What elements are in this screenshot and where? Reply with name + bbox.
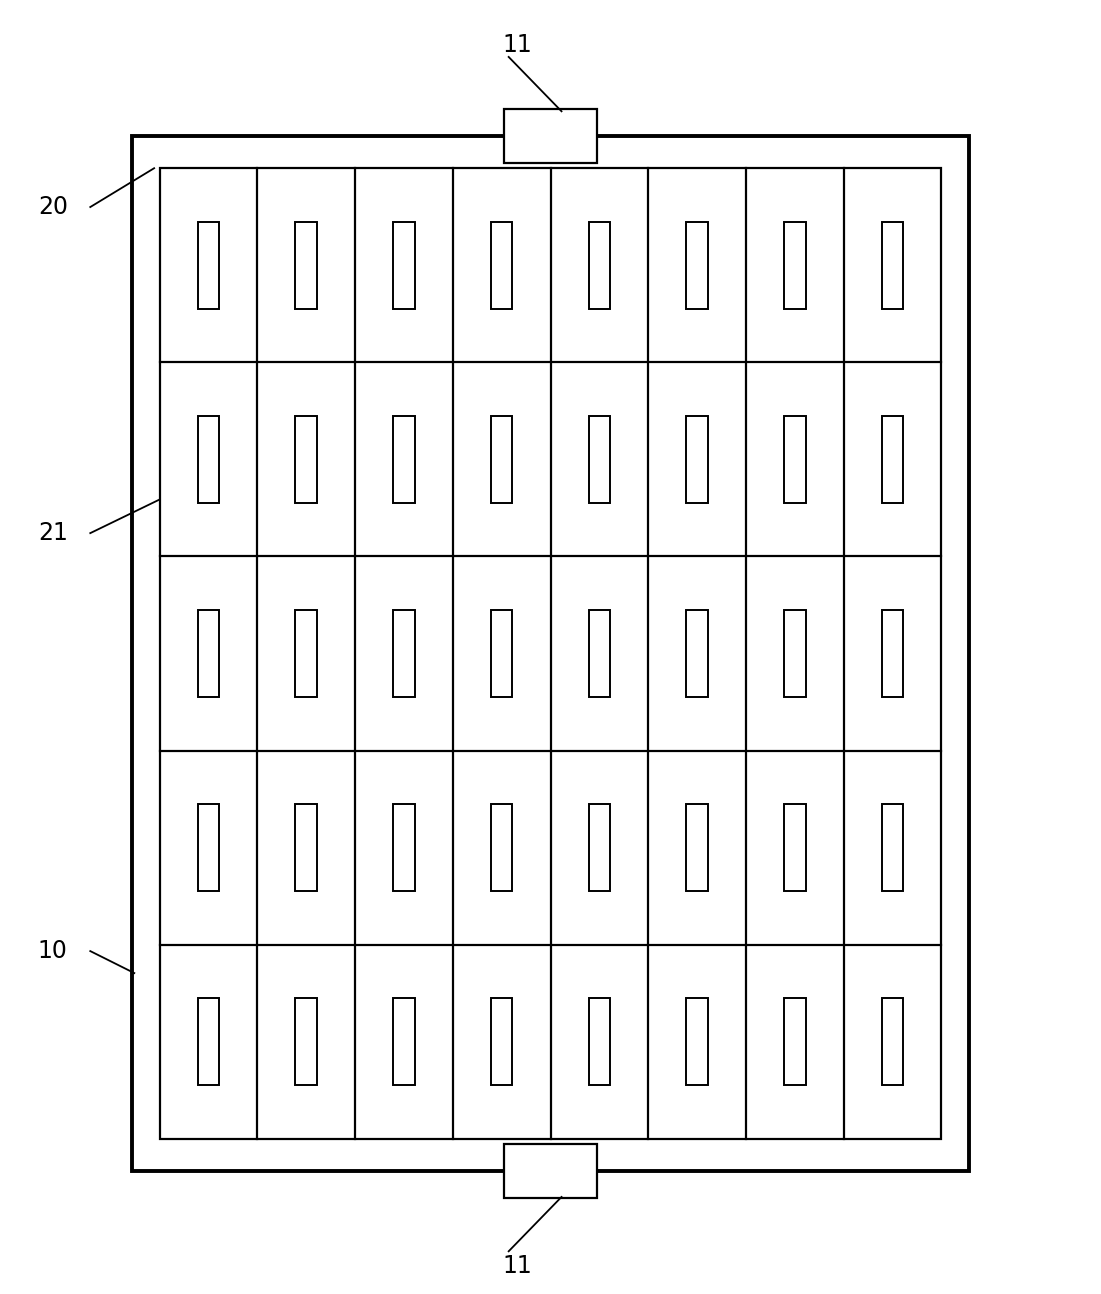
Bar: [295, 609, 317, 697]
Bar: [589, 221, 610, 309]
Bar: [784, 804, 806, 892]
Bar: [491, 609, 512, 697]
Bar: [504, 1144, 597, 1198]
Bar: [295, 415, 317, 503]
Bar: [589, 804, 610, 892]
Bar: [393, 415, 415, 503]
Bar: [393, 221, 415, 309]
Text: 10: 10: [37, 939, 68, 963]
Text: 20: 20: [37, 195, 68, 219]
Bar: [686, 609, 708, 697]
Bar: [589, 415, 610, 503]
Bar: [393, 998, 415, 1086]
Bar: [589, 998, 610, 1086]
Text: 11: 11: [502, 1254, 533, 1277]
Bar: [491, 221, 512, 309]
Bar: [784, 609, 806, 697]
Bar: [784, 998, 806, 1086]
Bar: [784, 415, 806, 503]
Bar: [491, 804, 512, 892]
Bar: [686, 221, 708, 309]
Bar: [198, 415, 219, 503]
Bar: [160, 168, 941, 1139]
Bar: [686, 415, 708, 503]
Bar: [393, 609, 415, 697]
Bar: [198, 804, 219, 892]
Bar: [686, 804, 708, 892]
Bar: [784, 221, 806, 309]
Bar: [882, 609, 903, 697]
Bar: [686, 998, 708, 1086]
Bar: [882, 998, 903, 1086]
Bar: [393, 804, 415, 892]
Bar: [504, 109, 597, 163]
Bar: [295, 221, 317, 309]
Bar: [491, 998, 512, 1086]
Text: 11: 11: [502, 34, 533, 57]
Bar: [295, 998, 317, 1086]
Bar: [589, 609, 610, 697]
Bar: [132, 136, 969, 1171]
Bar: [882, 804, 903, 892]
Bar: [198, 609, 219, 697]
Text: 21: 21: [37, 521, 68, 545]
Bar: [295, 804, 317, 892]
Bar: [198, 998, 219, 1086]
Bar: [882, 415, 903, 503]
Bar: [198, 221, 219, 309]
Bar: [882, 221, 903, 309]
Bar: [491, 415, 512, 503]
